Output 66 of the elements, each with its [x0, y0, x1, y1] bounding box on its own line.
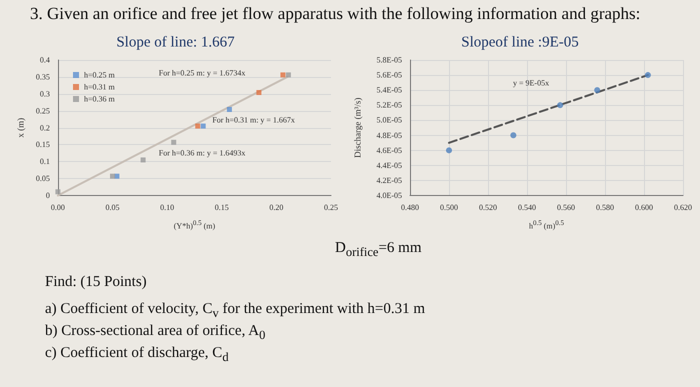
- y-tick-label: 0: [46, 191, 50, 200]
- y-tick-label: 0.3: [40, 89, 50, 98]
- y-tick-label: 5.4E-05: [376, 86, 402, 95]
- annotation: For h=0.31 m: y = 1.667x: [212, 116, 295, 125]
- y-tick-label: 0.25: [36, 106, 50, 116]
- annotation: For h=0.36 m: y = 1.6493x: [158, 148, 246, 158]
- point: [644, 72, 651, 78]
- x-tick-label: 0.620: [674, 203, 692, 212]
- point: [195, 124, 200, 129]
- x-tick-label: 0.00: [50, 203, 65, 212]
- text: 3. Given an orifice and free jet flow apparatus with the following information and graphs:: [30, 4, 640, 24]
- y-tick-label: 4.2E-05: [376, 176, 402, 185]
- x-tick-label: 0.520: [479, 203, 497, 212]
- x-tick-label: 0.20: [269, 203, 284, 212]
- x-tick-label: 0.560: [557, 203, 575, 212]
- legend-label: h=0.25 m: [84, 70, 116, 80]
- x-tick-label: 0.25: [324, 203, 338, 212]
- point: [200, 124, 206, 129]
- y-tick-label: 0.4: [40, 56, 50, 64]
- y-tick-label: 5.0E-05: [376, 116, 402, 125]
- y-axis-title: Discharge (m³/s): [352, 98, 362, 158]
- x-tick-label: 0.480: [401, 203, 419, 212]
- point: [446, 147, 452, 154]
- y-tick-label: 0.1: [40, 157, 50, 166]
- point: [256, 90, 262, 96]
- x-tick-label: 0.600: [635, 203, 653, 212]
- point: [280, 72, 286, 78]
- annotation: y = 9E-05x: [513, 78, 550, 88]
- y-tick-label: 0.15: [36, 140, 50, 150]
- point: [140, 157, 146, 162]
- x-tick-label: 0.15: [214, 203, 229, 212]
- y-tick-label: 4.0E-05: [376, 191, 402, 200]
- x-tick-label: 0.10: [160, 203, 174, 212]
- y-tick-label: 0.05: [36, 174, 50, 184]
- text: D$_{orifice}$=6 mm: [334, 240, 423, 260]
- text: a) Coefficient of velocity, C$_{v}$ for the experiment with h=0.31 m: [45, 301, 426, 321]
- y-tick-label: 5.2E-05: [376, 100, 402, 110]
- point: [557, 102, 564, 108]
- x-tick-label: 0.580: [596, 203, 614, 212]
- point: [226, 106, 232, 112]
- y-tick-label: 0.2: [40, 123, 50, 132]
- legend-label: h=0.36 m: [84, 94, 116, 104]
- y-tick-label: 5.8E-05: [376, 56, 402, 64]
- y-tick-label: 0.35: [36, 72, 50, 82]
- point: [110, 174, 116, 179]
- text: b) Cross-sectional area of orifice, A$_{0}$: [45, 323, 266, 343]
- x-tick-label: 0.05: [106, 203, 120, 212]
- chart-title: Slope of line: 1.667: [116, 34, 236, 50]
- y-tick-label: 4.4E-05: [376, 160, 402, 170]
- point: [594, 87, 600, 94]
- annotation: For h=0.25 m: y = 1.6734x: [158, 68, 246, 78]
- point: [510, 132, 516, 138]
- text: Find: (15 Points): [45, 274, 148, 291]
- chart-title: Slopeof line :9E-05: [461, 34, 579, 50]
- y-tick-label: 4.6E-05: [376, 146, 402, 155]
- y-axis-title: x (m): [16, 118, 26, 138]
- x-tick-label: 0.540: [518, 203, 536, 212]
- x-tick-label: 0.500: [440, 203, 458, 212]
- point: [114, 174, 120, 179]
- text: c) Coefficient of discharge, C$_{d}$: [45, 345, 230, 365]
- point: [55, 189, 60, 194]
- y-tick-label: 5.6E-05: [376, 70, 402, 80]
- point: [286, 72, 291, 78]
- y-tick-label: 4.8E-05: [376, 130, 402, 140]
- point: [171, 140, 176, 145]
- legend-label: h=0.31 m: [84, 82, 116, 92]
